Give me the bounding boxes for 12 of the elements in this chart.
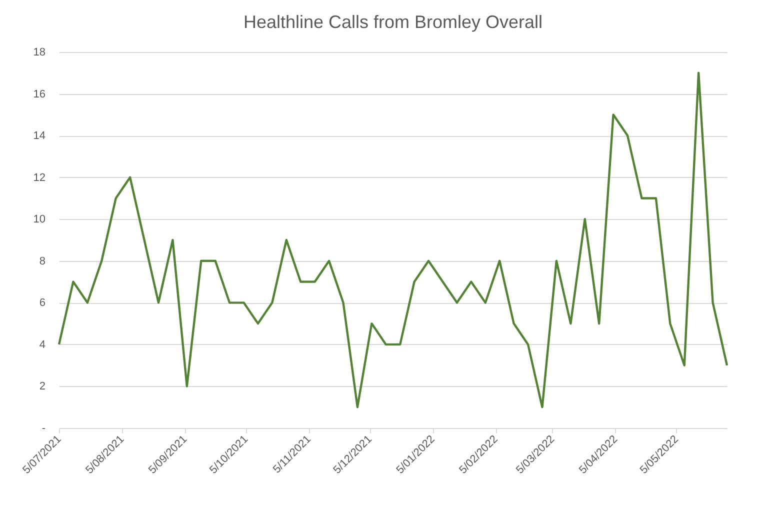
- y-tick-label: 8: [39, 255, 46, 268]
- y-tick-label: 6: [39, 297, 46, 310]
- y-tick-label: 14: [33, 130, 46, 142]
- y-tick-label: 16: [33, 88, 46, 100]
- chart-title: Healthline Calls from Bromley Overall: [243, 12, 543, 32]
- y-tick-label: 10: [33, 214, 46, 226]
- y-tick-label: 12: [33, 172, 46, 184]
- y-tick-label: 4: [39, 338, 46, 351]
- y-tick-label: -: [42, 422, 46, 434]
- y-tick-label: 18: [33, 46, 46, 58]
- line-series: [58, 72, 728, 408]
- y-tick-label: 2: [39, 380, 46, 393]
